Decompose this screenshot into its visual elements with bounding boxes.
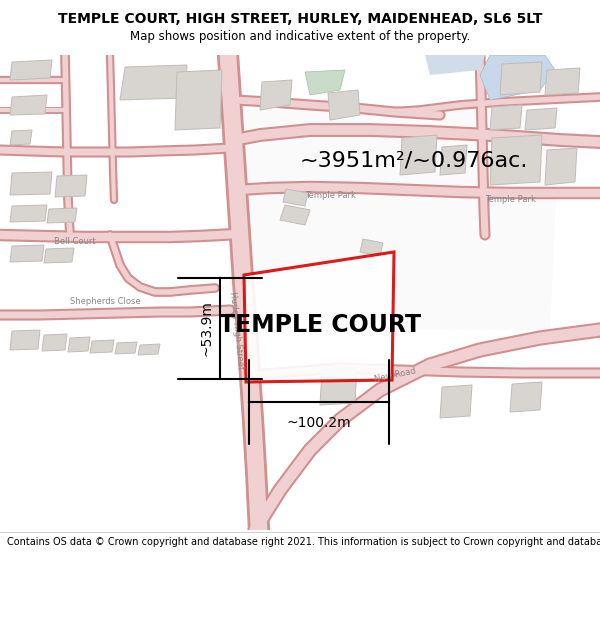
Polygon shape <box>360 239 383 256</box>
Text: Bell Court: Bell Court <box>54 238 96 246</box>
Polygon shape <box>175 70 222 130</box>
Polygon shape <box>510 382 542 412</box>
Text: Hurley High Street: Hurley High Street <box>229 291 245 369</box>
Text: TEMPLE COURT: TEMPLE COURT <box>219 313 421 337</box>
Polygon shape <box>10 60 52 80</box>
Polygon shape <box>480 55 555 100</box>
Polygon shape <box>500 62 542 95</box>
Text: Shepherds Close: Shepherds Close <box>70 298 140 306</box>
Polygon shape <box>490 105 522 130</box>
Polygon shape <box>10 172 52 195</box>
Polygon shape <box>283 189 308 206</box>
Text: Temple Park: Temple Park <box>485 196 535 204</box>
Polygon shape <box>42 334 67 351</box>
Polygon shape <box>44 248 74 263</box>
Text: Temple Park: Temple Park <box>305 191 355 199</box>
Polygon shape <box>280 205 310 225</box>
Polygon shape <box>10 205 47 222</box>
Polygon shape <box>320 368 357 405</box>
Polygon shape <box>260 80 292 110</box>
Polygon shape <box>400 135 437 175</box>
Polygon shape <box>425 55 485 75</box>
Polygon shape <box>305 70 345 95</box>
Polygon shape <box>138 344 160 355</box>
Polygon shape <box>47 208 77 223</box>
Polygon shape <box>115 342 137 354</box>
Polygon shape <box>545 68 580 95</box>
Polygon shape <box>328 90 360 120</box>
Text: New Road: New Road <box>373 366 416 384</box>
Text: Contains OS data © Crown copyright and database right 2021. This information is : Contains OS data © Crown copyright and d… <box>7 537 600 547</box>
Polygon shape <box>490 135 542 185</box>
Polygon shape <box>68 337 90 352</box>
Text: TEMPLE COURT, HIGH STREET, HURLEY, MAIDENHEAD, SL6 5LT: TEMPLE COURT, HIGH STREET, HURLEY, MAIDE… <box>58 12 542 26</box>
Polygon shape <box>120 65 187 100</box>
Polygon shape <box>440 145 467 175</box>
Polygon shape <box>90 340 114 353</box>
Polygon shape <box>244 252 394 382</box>
Text: ~100.2m: ~100.2m <box>287 416 352 430</box>
Polygon shape <box>545 148 577 185</box>
Polygon shape <box>10 245 44 262</box>
Polygon shape <box>230 110 560 330</box>
Polygon shape <box>10 330 40 350</box>
Polygon shape <box>525 108 557 130</box>
Text: ~53.9m: ~53.9m <box>200 301 214 356</box>
Polygon shape <box>55 175 87 197</box>
Text: ~3951m²/~0.976ac.: ~3951m²/~0.976ac. <box>300 150 529 170</box>
Polygon shape <box>10 95 47 115</box>
Polygon shape <box>10 130 32 145</box>
Polygon shape <box>440 385 472 418</box>
Text: Map shows position and indicative extent of the property.: Map shows position and indicative extent… <box>130 30 470 43</box>
